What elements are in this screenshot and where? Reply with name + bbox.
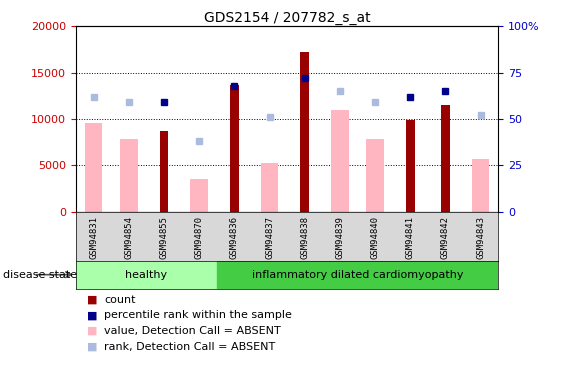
Bar: [367, 138, 384, 212]
Bar: [120, 140, 137, 212]
Bar: [300, 52, 309, 212]
Bar: [441, 105, 450, 212]
Text: GSM94855: GSM94855: [159, 216, 168, 259]
Text: rank, Detection Call = ABSENT: rank, Detection Call = ABSENT: [104, 342, 275, 352]
Text: count: count: [104, 295, 136, 304]
Text: ■: ■: [87, 342, 98, 352]
Text: percentile rank within the sample: percentile rank within the sample: [104, 310, 292, 320]
Title: GDS2154 / 207782_s_at: GDS2154 / 207782_s_at: [204, 11, 370, 25]
Text: ■: ■: [87, 295, 98, 304]
Text: GSM94836: GSM94836: [230, 216, 239, 259]
Bar: [230, 85, 239, 212]
Bar: [472, 159, 489, 212]
Text: GSM94837: GSM94837: [265, 216, 274, 259]
Text: inflammatory dilated cardiomyopathy: inflammatory dilated cardiomyopathy: [252, 270, 463, 280]
Bar: [85, 123, 102, 212]
Bar: [190, 179, 208, 212]
Text: GSM94843: GSM94843: [476, 216, 485, 259]
Text: ■: ■: [87, 326, 98, 336]
Bar: [331, 110, 348, 212]
Text: value, Detection Call = ABSENT: value, Detection Call = ABSENT: [104, 326, 281, 336]
Text: healthy: healthy: [126, 270, 167, 280]
Bar: [261, 163, 278, 212]
Text: GSM94831: GSM94831: [89, 216, 98, 259]
Text: GSM94839: GSM94839: [336, 216, 345, 259]
Text: GSM94870: GSM94870: [195, 216, 204, 259]
Text: GSM94841: GSM94841: [406, 216, 415, 259]
Text: GSM94838: GSM94838: [300, 216, 309, 259]
Bar: [217, 261, 498, 289]
Bar: [406, 120, 415, 212]
Text: GSM94854: GSM94854: [124, 216, 133, 259]
Bar: [76, 261, 217, 289]
Text: disease state: disease state: [3, 270, 77, 280]
Text: GSM94840: GSM94840: [370, 216, 379, 259]
Bar: [159, 131, 168, 212]
Text: GSM94842: GSM94842: [441, 216, 450, 259]
Text: ■: ■: [87, 310, 98, 320]
